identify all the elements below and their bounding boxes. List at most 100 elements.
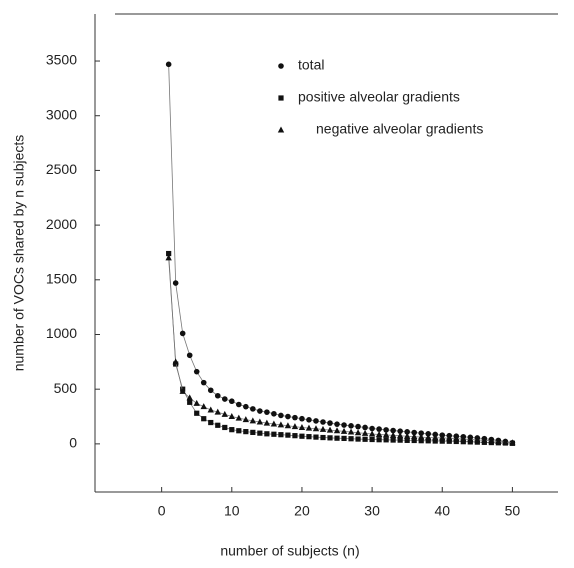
marker [228,398,235,405]
marker [418,438,424,444]
marker [257,430,263,436]
marker [340,427,348,434]
marker [355,436,361,442]
marker [474,436,481,443]
y-tick-label: 3500 [46,52,77,68]
marker [397,437,403,443]
marker [278,432,284,438]
marker [341,435,347,442]
marker [236,428,242,434]
marker [397,428,403,434]
marker [383,427,389,433]
marker [361,429,369,436]
marker [298,423,306,430]
marker [362,424,368,431]
marker [376,426,382,432]
marker [432,438,438,444]
marker [369,436,375,443]
marker [334,421,340,427]
marker [334,435,340,441]
marker [242,416,250,423]
marker [453,438,459,445]
marker [179,387,186,394]
marker [165,61,172,68]
marker [313,418,319,424]
marker [229,427,235,433]
marker [207,387,214,394]
marker [214,392,221,399]
marker [250,406,256,412]
marker [284,422,292,429]
marker [439,438,445,444]
marker [278,412,284,419]
marker [509,439,516,446]
marker [326,426,334,433]
x-tick-label: 40 [434,503,450,519]
marker [193,399,200,406]
marker [502,438,509,445]
marker [166,250,172,257]
y-tick-label: 500 [54,380,78,396]
marker [306,417,312,423]
marker [368,430,376,437]
marker [410,433,418,440]
marker [327,435,333,441]
marker [418,433,425,440]
marker [187,399,193,405]
marker [495,437,502,444]
marker [305,424,313,431]
x-axis-label: number of subjects (n) [220,543,359,559]
marker [207,406,214,413]
marker [299,433,305,439]
marker [320,419,326,425]
marker [186,394,193,401]
y-tick-label: 0 [69,435,77,451]
marker [320,434,326,441]
marker [425,438,431,444]
marker [221,396,228,402]
marker [278,95,284,101]
marker [264,431,270,437]
marker [354,429,362,436]
marker [292,433,298,439]
marker [390,437,396,443]
marker [222,424,228,431]
marker [348,423,354,429]
marker [194,410,200,416]
marker [453,435,460,442]
marker [291,423,299,430]
marker [446,438,452,444]
marker [404,437,410,443]
marker [369,425,375,432]
marker [418,430,425,436]
marker [277,126,285,133]
marker [221,410,228,417]
series-line [168,253,513,444]
marker [285,432,291,438]
marker [235,414,243,421]
marker [312,425,320,432]
marker [264,409,270,415]
marker [200,403,207,410]
marker [186,352,193,359]
marker [488,437,495,444]
y-tick-label: 1000 [46,325,77,341]
marker [460,435,467,442]
marker [270,420,278,427]
marker [362,436,368,442]
marker [271,431,277,437]
marker [404,429,410,435]
marker [432,434,439,441]
x-tick-label: 30 [364,503,380,519]
marker [446,434,453,441]
marker [278,63,284,69]
marker [411,437,417,444]
marker [382,431,390,438]
marker [172,358,179,365]
marker [243,429,249,435]
marker [299,415,305,422]
y-tick-label: 3000 [46,106,77,122]
marker [179,330,186,337]
marker [201,416,207,422]
marker [215,422,221,428]
